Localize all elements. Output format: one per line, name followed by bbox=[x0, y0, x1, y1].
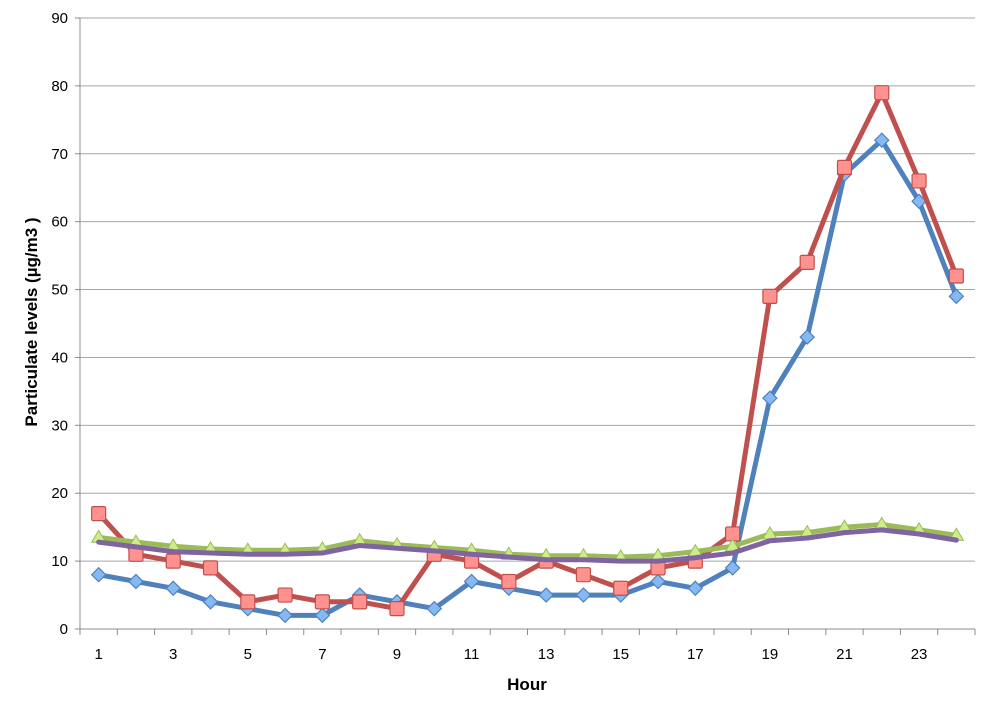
data-point bbox=[538, 587, 554, 603]
y-tick-label: 60 bbox=[51, 214, 68, 231]
data-point bbox=[762, 288, 778, 304]
series-line bbox=[96, 527, 959, 564]
series-line bbox=[96, 522, 959, 560]
x-tick-label: 9 bbox=[393, 646, 401, 663]
x-tick-label: 11 bbox=[464, 646, 480, 663]
x-tick-label: 23 bbox=[911, 646, 928, 663]
data-point bbox=[575, 567, 592, 583]
x-axis-title: Hour bbox=[507, 675, 547, 694]
data-point bbox=[314, 594, 330, 610]
data-point bbox=[724, 560, 741, 576]
y-tick-label: 10 bbox=[51, 553, 68, 570]
data-point bbox=[501, 573, 517, 590]
data-point bbox=[426, 600, 443, 617]
data-point bbox=[277, 607, 293, 624]
x-tick-label: 13 bbox=[538, 646, 555, 663]
y-tick-labels: 0 10 20 30 40 50 60 70 80 90 bbox=[51, 10, 68, 638]
data-point bbox=[836, 159, 853, 175]
y-tick-label: 30 bbox=[51, 417, 68, 434]
data-point bbox=[650, 573, 666, 590]
y-tick-label: 20 bbox=[51, 485, 68, 502]
data-point bbox=[277, 587, 293, 603]
x-tick-label: 21 bbox=[836, 646, 853, 663]
y-axis-title: Particulate levels (µg/m3 ) bbox=[22, 217, 41, 426]
data-point bbox=[240, 594, 256, 610]
x-tick-label: 5 bbox=[244, 646, 252, 663]
y-tick-label: 50 bbox=[51, 282, 68, 299]
x-tick-label: 3 bbox=[169, 646, 177, 663]
data-point bbox=[874, 85, 890, 101]
x-tick-label: 19 bbox=[762, 646, 779, 663]
data-point bbox=[90, 566, 107, 583]
y-tick-label: 0 bbox=[60, 621, 68, 638]
x-tick-label: 1 bbox=[94, 646, 102, 663]
data-point bbox=[873, 132, 890, 149]
y-tick-label: 40 bbox=[51, 349, 68, 366]
data-point bbox=[948, 268, 964, 284]
data-point bbox=[911, 173, 927, 189]
axes bbox=[75, 17, 976, 635]
data-point bbox=[352, 594, 368, 610]
gridlines bbox=[80, 17, 975, 562]
x-tick-label: 7 bbox=[318, 646, 326, 663]
data-point bbox=[91, 505, 107, 522]
y-tick-label: 80 bbox=[51, 78, 68, 95]
data-point bbox=[389, 601, 405, 617]
y-tick-label: 70 bbox=[51, 146, 68, 163]
y-tick-label: 90 bbox=[51, 10, 68, 27]
data-point bbox=[165, 580, 182, 597]
series-4 bbox=[96, 527, 959, 564]
data-point bbox=[613, 580, 629, 596]
x-tick-label: 15 bbox=[612, 646, 629, 663]
x-tick-label: 17 bbox=[687, 646, 704, 663]
data-point bbox=[202, 593, 219, 610]
x-tick-labels: 1 3 5 7 9 11 13 15 17 19 21 23 bbox=[94, 646, 927, 663]
data-point bbox=[799, 329, 816, 345]
data-point bbox=[575, 587, 592, 603]
series-group bbox=[90, 85, 965, 624]
data-point bbox=[165, 553, 181, 569]
data-point bbox=[799, 254, 815, 270]
data-point bbox=[314, 607, 331, 624]
data-point bbox=[948, 288, 965, 305]
data-point bbox=[202, 560, 219, 576]
data-point bbox=[463, 573, 480, 590]
data-point bbox=[128, 573, 144, 590]
series-2 bbox=[91, 85, 964, 617]
data-point bbox=[687, 580, 704, 597]
data-point bbox=[762, 390, 778, 407]
